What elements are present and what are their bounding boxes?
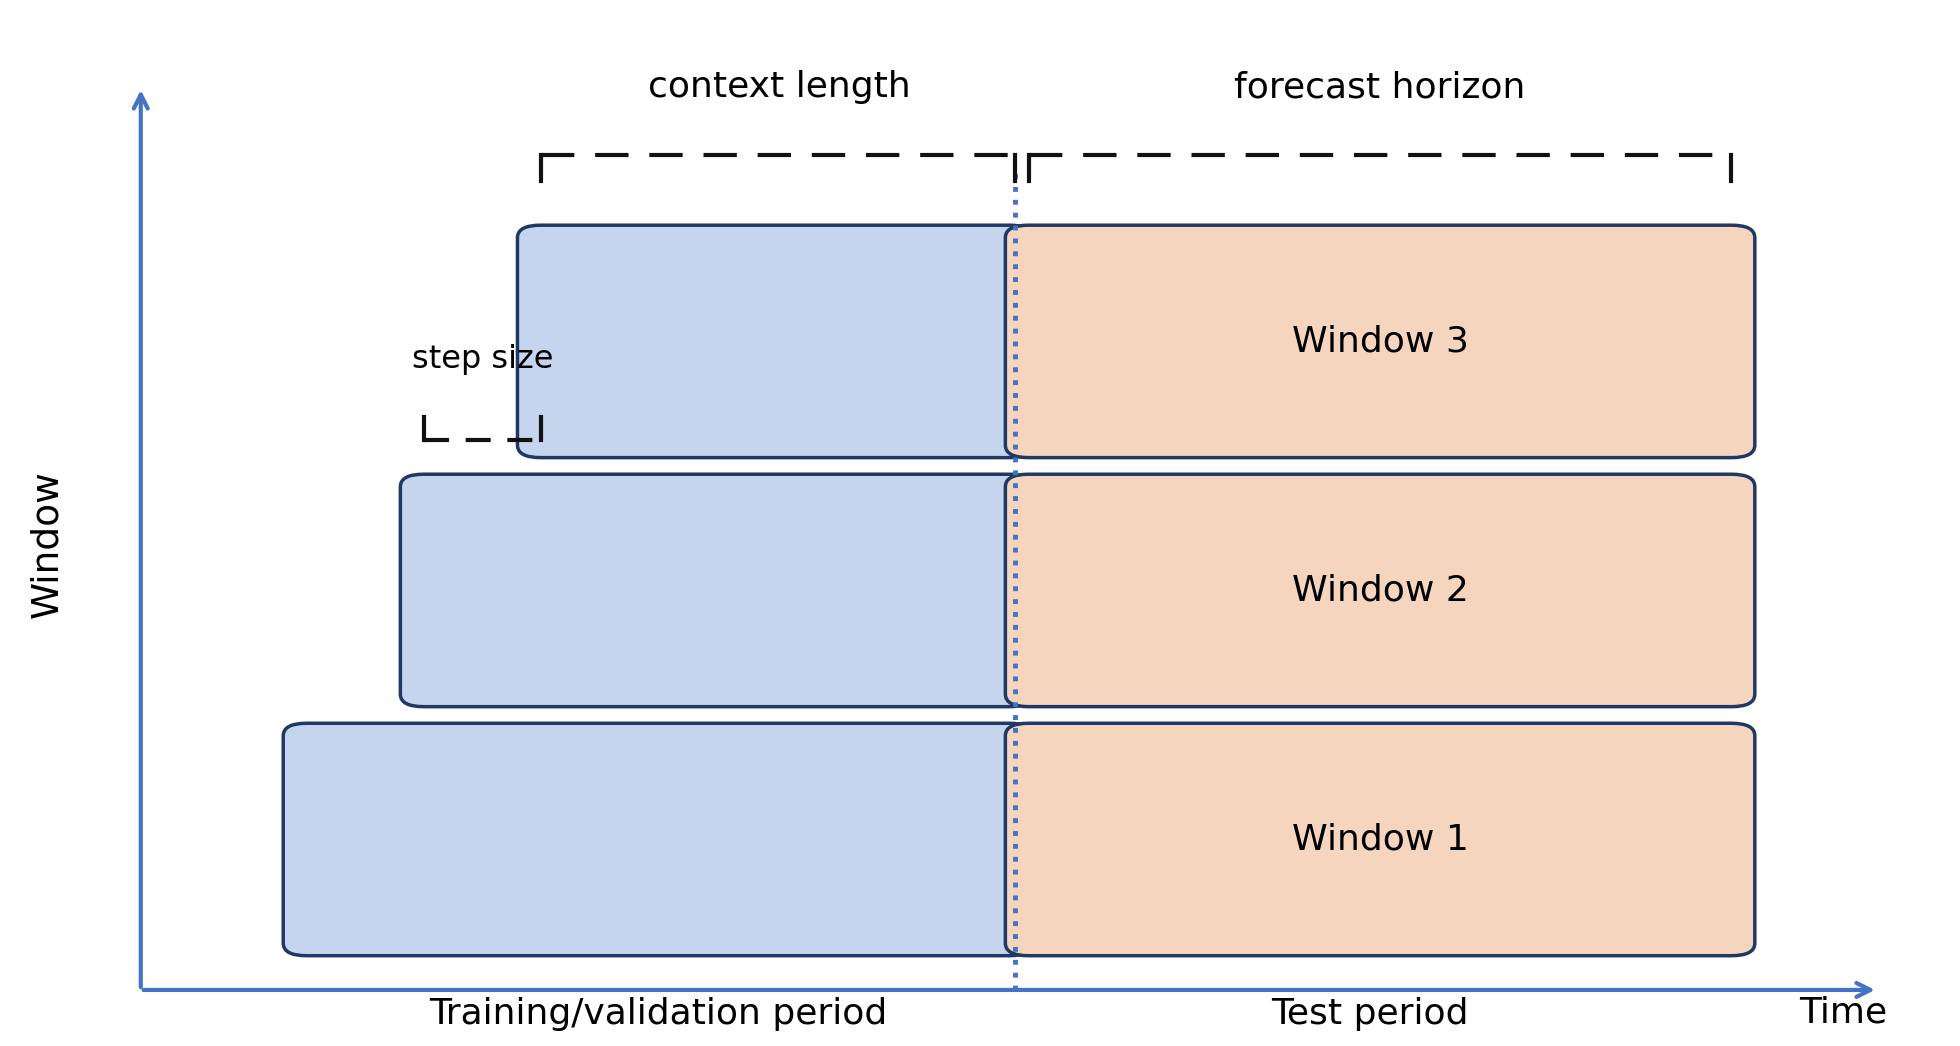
Text: Test period: Test period bbox=[1272, 998, 1470, 1031]
FancyBboxPatch shape bbox=[400, 474, 1033, 707]
Text: Time: Time bbox=[1799, 996, 1887, 1029]
FancyBboxPatch shape bbox=[284, 723, 1033, 956]
Text: Window 3: Window 3 bbox=[1292, 324, 1468, 359]
Text: Window 2: Window 2 bbox=[1292, 573, 1468, 608]
FancyBboxPatch shape bbox=[1005, 225, 1754, 458]
Text: forecast horizon: forecast horizon bbox=[1235, 70, 1525, 105]
Text: Training/validation period: Training/validation period bbox=[429, 998, 888, 1031]
FancyBboxPatch shape bbox=[1005, 723, 1754, 956]
Text: Window 1: Window 1 bbox=[1292, 822, 1468, 857]
Text: step size: step size bbox=[412, 343, 553, 374]
FancyBboxPatch shape bbox=[1005, 474, 1754, 707]
Text: context length: context length bbox=[647, 70, 909, 105]
FancyBboxPatch shape bbox=[517, 225, 1033, 458]
Text: Window: Window bbox=[29, 470, 65, 617]
